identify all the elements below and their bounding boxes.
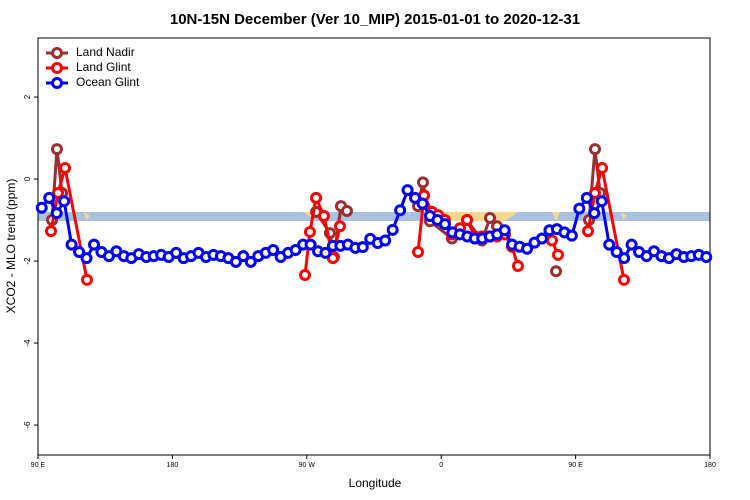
y-tick-label: -2 [23, 257, 32, 265]
x-tick-label: 90 E [31, 462, 46, 469]
point [617, 273, 630, 286]
point [80, 273, 93, 286]
point [511, 259, 524, 272]
point [310, 191, 323, 204]
point [546, 234, 559, 247]
x-tick-label: 90 W [299, 462, 316, 469]
point [244, 255, 257, 268]
point [700, 250, 713, 263]
point [550, 265, 563, 278]
point [536, 232, 548, 245]
point [304, 238, 317, 251]
point [73, 246, 86, 259]
point [565, 229, 578, 242]
point [170, 246, 183, 259]
point [59, 161, 72, 174]
point [326, 252, 339, 265]
chart-title: 10N-15N December (Ver 10_MIP) 2015-01-01… [170, 11, 580, 28]
point [625, 238, 638, 251]
point [610, 246, 623, 259]
legend-label: Ocean Glint [76, 75, 140, 89]
point [58, 195, 71, 208]
point [317, 209, 330, 222]
point [603, 238, 616, 251]
land-map-strip [38, 212, 710, 221]
point [581, 225, 594, 238]
point [44, 225, 57, 238]
legend-label: Land Glint [76, 60, 131, 74]
point [401, 184, 414, 197]
x-tick-label: 180 [167, 462, 179, 469]
point [573, 202, 586, 215]
point [484, 212, 497, 225]
point [618, 252, 631, 265]
point [416, 197, 429, 210]
point [299, 268, 312, 281]
series-line [50, 148, 602, 258]
point [521, 242, 534, 255]
y-axis-label: XCO2 - MLO trend (ppm) [4, 179, 18, 314]
point [289, 243, 302, 256]
y-tick-label: -4 [23, 339, 32, 347]
legend-marker [51, 47, 63, 59]
point [438, 218, 451, 231]
point [461, 214, 474, 227]
point [319, 246, 332, 259]
y-tick-label: -6 [23, 421, 32, 429]
point [80, 252, 93, 265]
point [412, 246, 425, 259]
y-tick-label: 2 [23, 94, 32, 99]
point [589, 186, 602, 199]
legend-marker [51, 62, 63, 74]
point [50, 143, 63, 156]
point [409, 191, 422, 204]
plot-frame [37, 37, 711, 456]
point [356, 241, 369, 254]
point [595, 195, 608, 208]
point [588, 207, 601, 220]
point [303, 225, 316, 238]
x-tick-label: 90 E [568, 462, 583, 469]
point [386, 223, 399, 236]
point [88, 238, 100, 251]
point [237, 250, 250, 263]
point [267, 243, 280, 256]
point [333, 220, 346, 233]
y-tick-label: 0 [23, 176, 32, 181]
point [52, 186, 65, 199]
point [416, 176, 429, 189]
legend-marker [51, 77, 63, 89]
point [35, 201, 48, 214]
legend-label: Land Nadir [76, 45, 135, 59]
point [229, 255, 242, 268]
point [50, 207, 63, 220]
x-axis-label: Longitude [349, 476, 402, 490]
point [43, 191, 56, 204]
point [589, 143, 602, 156]
x-tick-label: 0 [439, 462, 443, 469]
point [498, 224, 511, 237]
point [65, 238, 78, 251]
point [394, 204, 407, 217]
point [340, 205, 353, 218]
point [580, 191, 593, 204]
point [379, 234, 392, 247]
x-tick-label: 180 [704, 462, 716, 469]
point [596, 161, 609, 174]
point [551, 248, 564, 261]
